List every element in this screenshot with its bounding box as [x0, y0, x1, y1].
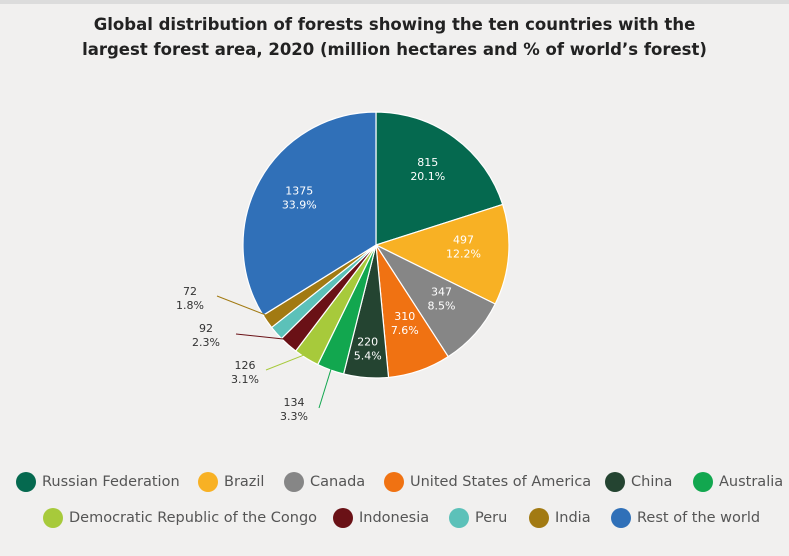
- chart-title: Global distribution of forests showing t…: [0, 12, 789, 62]
- data-label-value-democratic-republic-of-the-congo: 126: [235, 359, 256, 372]
- chart-title-line-1: Global distribution of forests showing t…: [93, 15, 696, 34]
- data-label-percent-united-states-of-america: 7.6%: [391, 324, 419, 337]
- leader-lines: [216, 295, 334, 409]
- data-label-value-indonesia: 92: [199, 322, 213, 335]
- data-label-percent-democratic-republic-of-the-congo: 3.1%: [231, 373, 259, 386]
- data-label-value-canada: 347: [431, 285, 452, 298]
- data-label-percent-indonesia: 2.3%: [192, 336, 220, 349]
- leader-line-australia: [318, 363, 334, 409]
- pie-slice-brazil: [374, 203, 510, 305]
- data-label-percent-china: 5.4%: [354, 350, 382, 363]
- chart-title-line-2: largest forest area, 2020 (million hecta…: [82, 40, 707, 59]
- pie-slice-rest-of-the-world: [242, 111, 377, 317]
- data-label-percent-brazil: 12.2%: [446, 248, 481, 261]
- data-label-value-china: 220: [357, 336, 378, 349]
- data-label-percent-australia: 3.3%: [280, 410, 308, 423]
- data-label-percent-india: 1.8%: [176, 299, 204, 312]
- data-label-percent-rest-of-the-world: 33.9%: [282, 198, 317, 211]
- leader-line-indonesia: [235, 333, 293, 341]
- pie-slices: [242, 111, 510, 379]
- data-label-value-brazil: 497: [453, 234, 474, 247]
- data-label-percent-canada: 8.5%: [428, 299, 456, 312]
- data-label-value-united-states-of-america: 310: [394, 310, 415, 323]
- leader-line-india: [216, 295, 273, 319]
- data-label-value-rest-of-the-world: 1375: [285, 184, 313, 197]
- data-label-value-australia: 134: [284, 396, 305, 409]
- data-label-value-russian-federation: 815: [417, 156, 438, 169]
- pie-slice-russian-federation: [375, 111, 504, 246]
- top-divider: [0, 0, 789, 4]
- data-label-percent-russian-federation: 20.1%: [410, 170, 445, 183]
- data-label-value-india: 72: [183, 285, 197, 298]
- leader-line-democratic-republic-of-the-congo: [265, 352, 311, 371]
